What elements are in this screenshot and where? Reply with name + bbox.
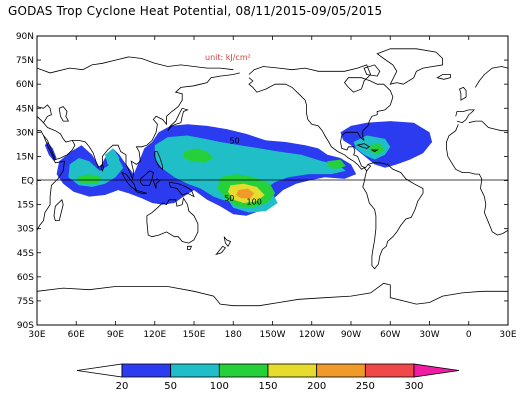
lat-label: 90S [17, 321, 34, 331]
unit-label: unit: kJ/cm² [205, 53, 251, 62]
coast-tasmania [187, 245, 192, 250]
lon-label: 150E [183, 330, 206, 340]
lon-label: 30E [499, 330, 516, 340]
coast-mediterranean [468, 120, 508, 132]
coast-sulawesi [152, 178, 161, 189]
coast-baffin [363, 64, 381, 77]
coast-new-zealand-n [223, 236, 232, 248]
lat-label: 15S [17, 201, 34, 211]
coast-sri-lanka [100, 163, 105, 172]
coast-iceland [436, 74, 451, 80]
coast-south-america [362, 162, 424, 270]
coast-java [134, 189, 148, 194]
coast-cuba [356, 143, 371, 149]
colorbar-segment [170, 363, 220, 378]
coast-borneo [139, 170, 154, 186]
coast-arabia [43, 122, 76, 161]
lon-label: 60W [380, 330, 400, 340]
coast-new-zealand-s [215, 245, 226, 256]
lon-label: 180 [225, 330, 242, 340]
colorbar-segment [364, 363, 415, 378]
coast-west-africa [446, 124, 508, 236]
coast-scandinavia [474, 66, 508, 88]
coast-new-guinea [168, 181, 195, 198]
field-50-100-bob [105, 148, 120, 168]
lat-label: 60S [17, 273, 34, 283]
lat-label: 60N [16, 80, 34, 90]
field-200-250-central [235, 188, 255, 199]
latitude-labels: 90N 75N 60N 45N 30N 15N EQ 15S 30S 45S 60S 75S 90S [16, 32, 34, 331]
lat-label: 15N [16, 152, 34, 162]
colorbar-segment [218, 363, 269, 378]
field-100-150-east [327, 159, 346, 170]
contour-label: 50 [229, 136, 239, 145]
lon-label: 90W [341, 330, 361, 340]
colorbar-label: 300 [404, 381, 423, 392]
heat-potential-fields [44, 121, 433, 216]
coast-philippines [154, 151, 164, 171]
lon-label: 30E [28, 330, 45, 340]
lon-label: 90E [107, 330, 124, 340]
coast-eurasia-west [37, 104, 52, 124]
lon-label: 120W [299, 330, 325, 340]
lon-label: 150W [259, 330, 285, 340]
longitude-labels: 30E 60E 90E 120E 150E 180 150W 120W 90W 60W 30W 0 30… [28, 330, 516, 340]
contour-label: 50 [224, 194, 234, 203]
coast-africa-east [37, 130, 65, 231]
colorbar-label: 250 [356, 381, 375, 392]
coast-australia [146, 197, 199, 244]
map-title: GODAS Trop Cyclone Heat Potential, 08/11… [8, 4, 383, 18]
colorbar-label: 150 [258, 381, 277, 392]
colorbar-segment [121, 363, 172, 378]
lat-label: EQ [21, 177, 34, 187]
colorbar-segment [316, 363, 366, 378]
lon-label: 120E [143, 330, 166, 340]
coast-arctic-eurasia [37, 56, 234, 74]
colorbar-segment [267, 363, 318, 378]
coast-antarctica [37, 282, 508, 307]
lon-label: 30W [419, 330, 439, 340]
coast-hispaniola [370, 149, 379, 153]
lat-label: 90N [16, 32, 34, 42]
lon-label: 0 [466, 330, 472, 340]
contour-labels: 50 50 100 [224, 136, 262, 206]
colorbar-label: 200 [307, 381, 326, 392]
coast-iberia-europe [455, 109, 475, 124]
colorbar [76, 363, 460, 378]
colorbar-label: 20 [116, 381, 129, 392]
coast-uk [459, 86, 467, 101]
lat-label: 45N [16, 104, 34, 114]
coast-north-america [248, 64, 394, 172]
lat-label: 75N [16, 56, 34, 66]
coast-south-asia [72, 72, 240, 181]
field-100-150-wpac [183, 148, 214, 163]
lat-label: 30S [17, 225, 34, 235]
colorbar-label: 100 [210, 381, 229, 392]
field-100-150-carib [369, 143, 385, 155]
colorbar-over-triangle [413, 363, 460, 378]
lat-label: 30N [16, 128, 34, 138]
contour-label: 100 [247, 197, 262, 206]
colorbar-label: 50 [164, 381, 177, 392]
colorbar-under-triangle [76, 363, 123, 378]
coast-japan [167, 107, 189, 131]
coast-greenland [376, 48, 444, 85]
coast-caspian [58, 106, 70, 122]
coastlines [37, 48, 508, 307]
coast-madagascar [53, 199, 64, 222]
colorbar-labels: 20 50 100 150 200 250 300 [116, 381, 424, 392]
axis-ticks [36, 35, 509, 326]
lat-label: 45S [17, 249, 34, 259]
lon-label: 60E [68, 330, 85, 340]
lat-label: 75S [17, 297, 34, 307]
field-100-150-indian [76, 174, 103, 184]
